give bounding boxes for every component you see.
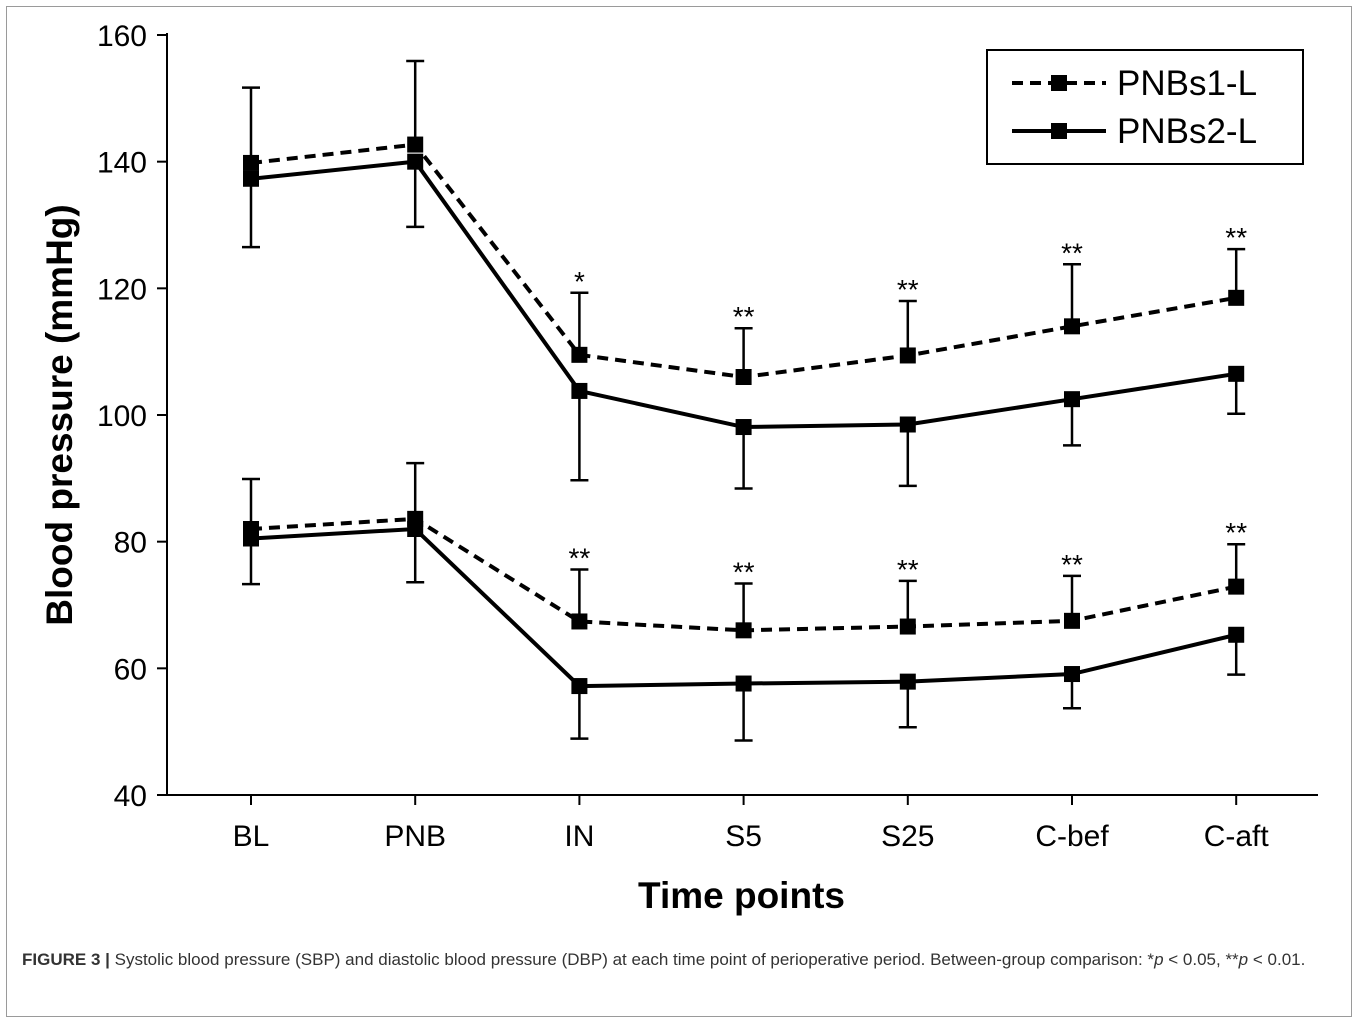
caption-label: FIGURE 3 | xyxy=(22,950,110,969)
data-point-marker xyxy=(571,346,588,363)
data-point-marker xyxy=(243,170,259,187)
data-point-marker xyxy=(1228,289,1245,306)
caption-p-symbol-1: p xyxy=(1154,950,1164,969)
legend-marker-sample xyxy=(1051,75,1067,91)
x-tick-label: C-aft xyxy=(1204,820,1270,853)
data-point-marker xyxy=(571,613,588,630)
significance-marker: * xyxy=(574,266,585,297)
series-PNBs1-L-DBP xyxy=(242,461,1246,639)
data-point-marker xyxy=(735,675,752,692)
legend: PNBs1-L PNBs2-L xyxy=(986,49,1304,165)
axes: 40 60 80 100 120 140 160 BL PNB IN S5 S25 C-bef C-aft xyxy=(97,20,1318,853)
blood-pressure-chart: 40 60 80 100 120 140 160 BL PNB IN S5 S25 C-bef C-aft… xyxy=(39,20,1318,916)
y-tick-label: 100 xyxy=(97,400,147,433)
x-tick-label: PNB xyxy=(384,820,446,853)
y-tick-label: 120 xyxy=(97,273,147,306)
x-tick-label: S25 xyxy=(881,820,934,853)
data-point-marker xyxy=(571,382,588,399)
significance-marker: ** xyxy=(733,556,755,587)
significance-marker: ** xyxy=(897,274,919,305)
data-point-marker xyxy=(1064,612,1080,629)
legend-box xyxy=(986,49,1304,165)
series-PNBs2-L-SBP xyxy=(242,153,1246,490)
significance-marker: ** xyxy=(1225,222,1247,253)
data-point-marker xyxy=(1228,578,1245,595)
caption-text: Systolic blood pressure (SBP) and diasto… xyxy=(114,950,1155,969)
y-tick-label: 160 xyxy=(97,20,147,53)
series-PNBs1-L-SBP xyxy=(242,59,1246,385)
figure-caption: FIGURE 3 | Systolic blood pressure (SBP)… xyxy=(22,948,1340,972)
data-point-marker xyxy=(735,622,752,639)
y-tick-label: 40 xyxy=(114,780,147,813)
data-point-marker xyxy=(407,136,424,153)
x-axis-title: Time points xyxy=(638,875,845,916)
data-point-marker xyxy=(1064,318,1080,335)
caption-threshold-1: < 0.05, ** xyxy=(1163,950,1239,969)
significance-marker: ** xyxy=(1061,237,1083,268)
legend-label: PNBs2-L xyxy=(1117,112,1257,151)
data-point-marker xyxy=(1228,365,1245,382)
significance-marker: ** xyxy=(569,543,591,574)
y-tick-label: 140 xyxy=(97,147,147,180)
caption-threshold-2: < 0.01. xyxy=(1248,950,1306,969)
y-tick-label: 60 xyxy=(114,653,147,686)
data-point-marker xyxy=(407,153,424,170)
y-axis-title: Blood pressure (mmHg) xyxy=(39,204,80,625)
legend-marker-sample xyxy=(1051,123,1067,139)
data-point-marker xyxy=(735,369,752,385)
legend-label: PNBs1-L xyxy=(1117,64,1257,103)
x-tick-label: BL xyxy=(233,820,270,853)
significance-marker: ** xyxy=(1225,517,1247,548)
data-point-marker xyxy=(899,673,916,690)
x-tick-label: S5 xyxy=(725,820,762,853)
data-point-marker xyxy=(899,618,916,635)
x-tick-label: C-bef xyxy=(1035,820,1109,853)
series-PNBs2-L-DBP xyxy=(242,521,1246,742)
data-point-marker xyxy=(243,154,259,171)
series-layer: ******* **** ** ** **** xyxy=(242,59,1247,742)
y-tick-label: 80 xyxy=(114,527,147,560)
data-point-marker xyxy=(899,347,916,364)
data-point-marker xyxy=(407,521,424,537)
data-point-marker xyxy=(1228,626,1245,643)
caption-p-symbol-2: p xyxy=(1238,950,1249,969)
significance-marker: ** xyxy=(897,554,919,585)
significance-marker: ** xyxy=(733,301,755,332)
data-point-marker xyxy=(1064,666,1080,683)
series-line xyxy=(250,159,1237,430)
data-point-marker xyxy=(899,416,916,433)
figure-frame xyxy=(6,6,1352,1017)
data-point-marker xyxy=(571,678,588,695)
data-point-marker xyxy=(735,419,752,436)
significance-marker: ** xyxy=(1061,549,1083,580)
data-point-marker xyxy=(243,530,259,547)
data-point-marker xyxy=(1064,391,1080,408)
x-tick-label: IN xyxy=(564,820,594,853)
